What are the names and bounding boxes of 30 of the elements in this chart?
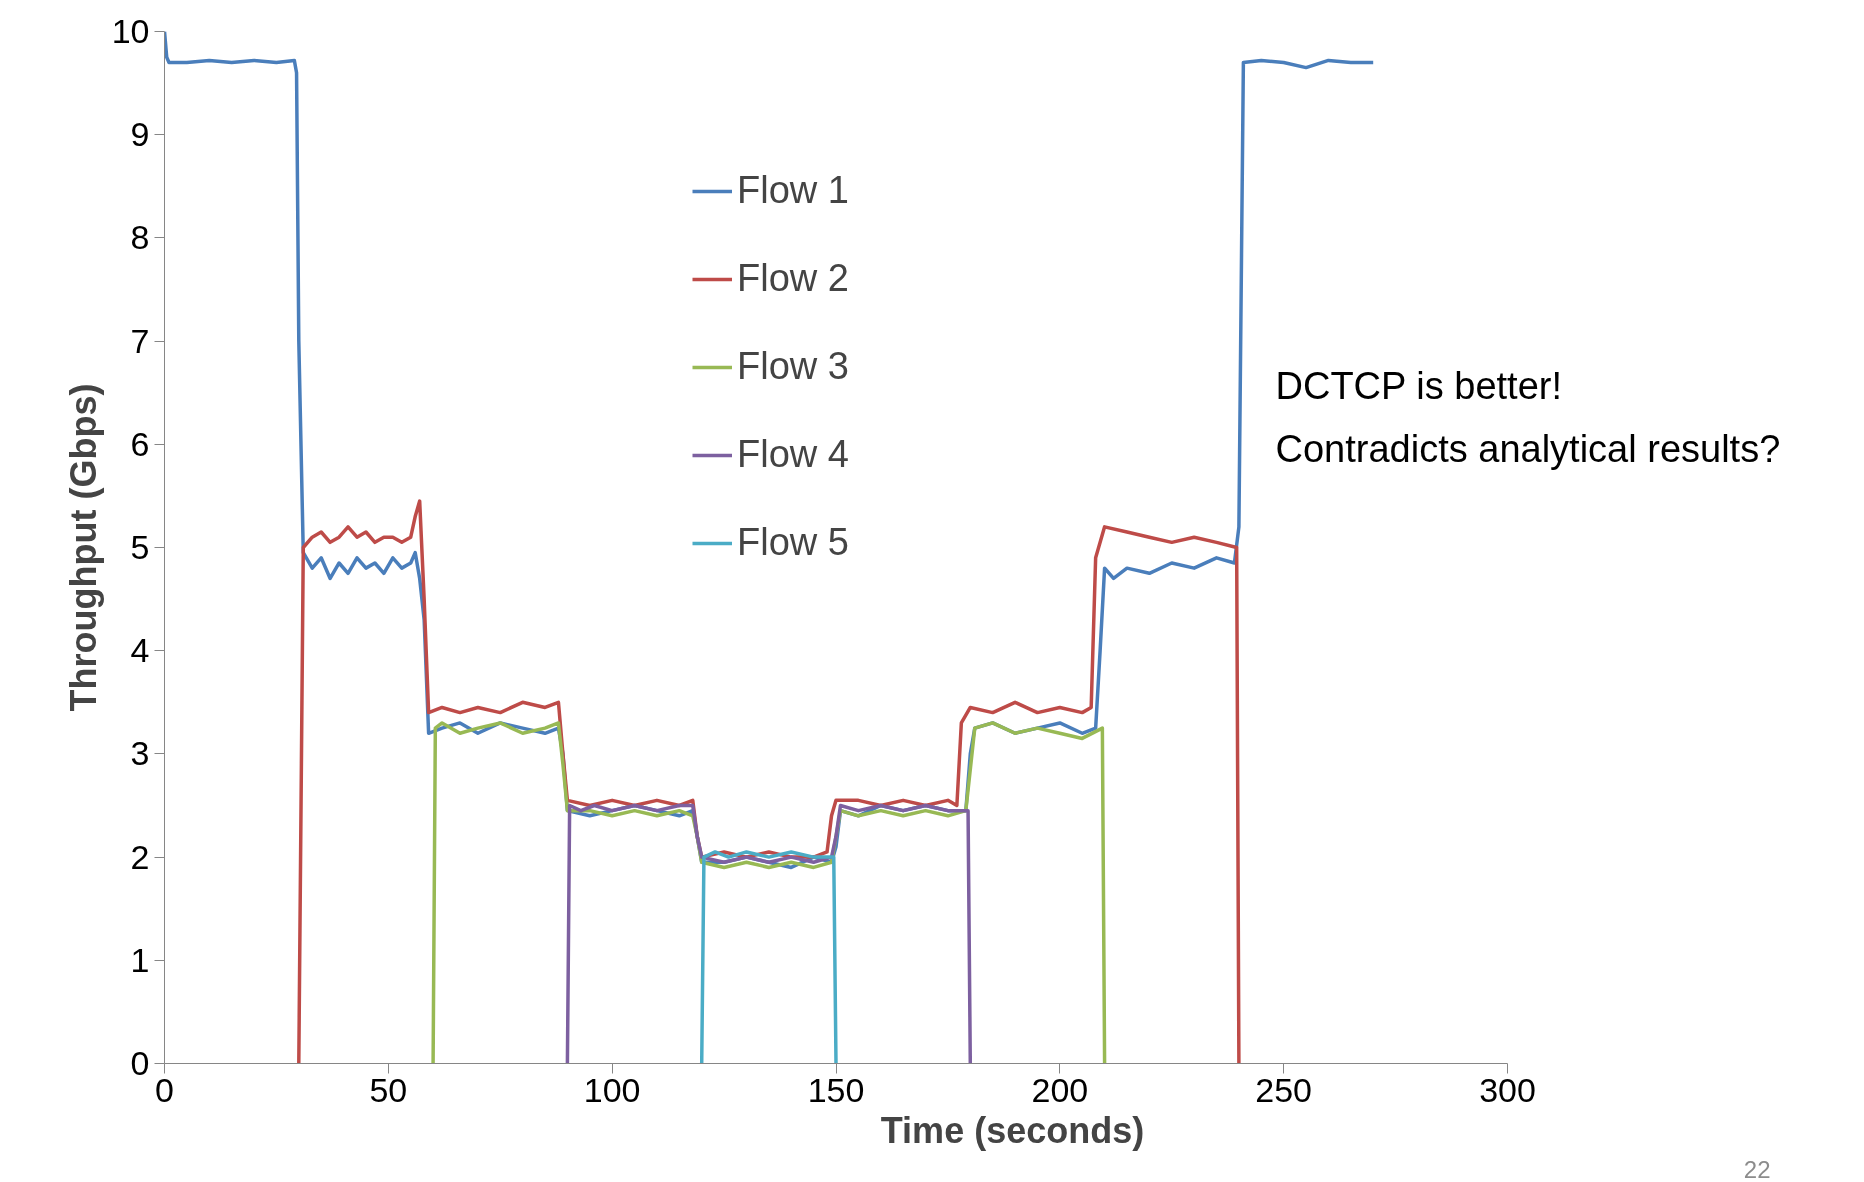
x-tick-label: 300 — [1479, 1070, 1536, 1109]
legend-label: Flow 4 — [737, 433, 849, 476]
y-tick-label: 4 — [130, 631, 150, 670]
y-tick-label: 1 — [130, 940, 150, 979]
x-tick-label: 200 — [1031, 1070, 1089, 1109]
y-tick-label: 9 — [130, 115, 150, 154]
y-axis-title: Throughput (Gbps) — [62, 383, 104, 712]
legend-label: Flow 5 — [737, 521, 849, 564]
y-tick-label: 10 — [111, 12, 150, 50]
x-tick-label: 150 — [807, 1070, 865, 1109]
line-series — [565, 803, 973, 1064]
y-tick-label: 8 — [130, 218, 150, 257]
x-tick-label: 100 — [583, 1070, 641, 1109]
line-series — [431, 721, 1107, 1064]
x-axis-title: Time (seconds) — [880, 1109, 1145, 1151]
y-tick-label: 5 — [130, 528, 150, 566]
y-tick-label: 6 — [130, 424, 150, 463]
annotation: DCTCP is better! Contradicts analytical results? — [1275, 364, 1781, 470]
legend-label: Flow 1 — [737, 169, 849, 212]
x-tick-label: 0 — [155, 1070, 174, 1109]
y-tick-label: 3 — [130, 734, 150, 773]
y-tick-label: 0 — [130, 1044, 150, 1082]
y-tick-label: 2 — [130, 837, 150, 876]
legend-label: Flow 2 — [737, 257, 849, 300]
x-tick-label: 250 — [1255, 1070, 1313, 1109]
x-tick-label: 50 — [369, 1070, 408, 1109]
y-tick-label: 7 — [130, 321, 150, 360]
text: 22 — [1743, 1155, 1771, 1182]
legend-label: Flow 3 — [737, 345, 849, 388]
line-series — [297, 499, 1241, 1064]
